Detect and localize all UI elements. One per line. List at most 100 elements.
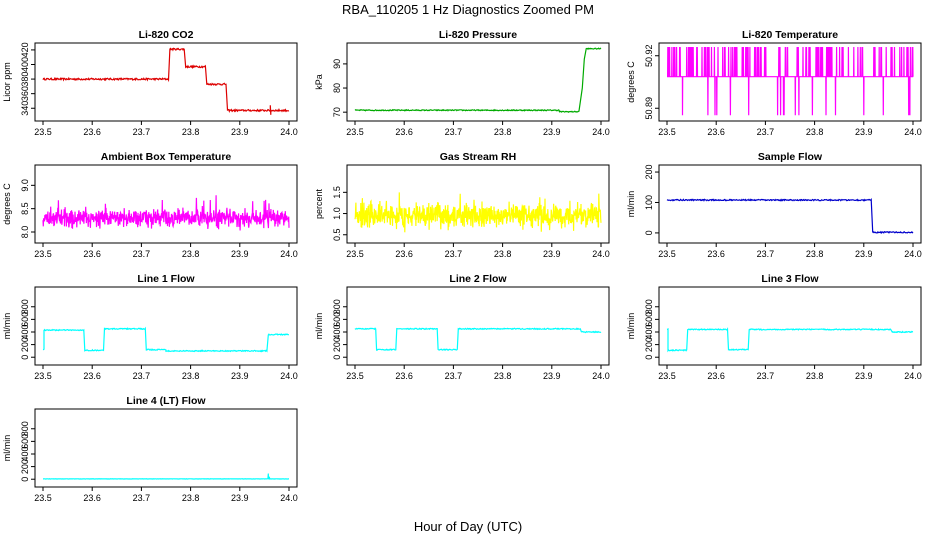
y-axis-label: ml/min <box>2 435 12 462</box>
chart-panel: Sample Flow 23.5 23.6 23.7 23.8 23.9 24.0 0 100 2… <box>626 151 922 259</box>
panel-title: Ambient Box Temperature <box>101 151 232 163</box>
x-tick-label: 24.0 <box>592 249 610 259</box>
x-tick-label: 23.9 <box>855 371 873 381</box>
y-axis-label: degrees C <box>626 61 636 103</box>
chart-panel: Li-820 Temperature 23.5 23.6 23.7 23.8 23.9 24… <box>626 29 922 137</box>
x-tick-label: 23.6 <box>707 127 725 137</box>
y-tick-label: 400 <box>332 324 342 339</box>
plot-frame <box>346 42 610 122</box>
x-tick-label: 24.0 <box>592 371 610 381</box>
series-line <box>354 192 602 233</box>
chart-panel: Ambient Box Temperature 23.5 23.6 23.7 23.8 2… <box>2 151 298 259</box>
series-line <box>354 47 602 114</box>
y-tick-label: 8.5 <box>20 202 30 215</box>
plot-frame <box>658 164 922 244</box>
y-tick-label: 200 <box>644 165 654 180</box>
y-tick-label: 1.0 <box>332 207 342 220</box>
x-tick-label: 23.7 <box>445 371 463 381</box>
x-tick-label: 23.8 <box>182 127 200 137</box>
series-line <box>666 197 914 235</box>
plot-frame <box>34 42 298 122</box>
y-tick-label: 800 <box>20 299 30 314</box>
y-tick-label: 380 <box>20 72 30 87</box>
y-tick-label: 0 <box>644 355 654 360</box>
x-tick-label: 23.5 <box>658 249 676 259</box>
y-axis-label: Licor ppm <box>2 62 12 102</box>
x-tick-label: 23.9 <box>543 249 561 259</box>
x-tick-label: 23.5 <box>34 249 52 259</box>
x-tick-label: 23.6 <box>395 127 413 137</box>
series-line <box>43 473 289 480</box>
x-tick-label: 23.6 <box>395 249 413 259</box>
y-tick-label: 8.0 <box>20 226 30 239</box>
y-tick-label: 70 <box>332 107 342 117</box>
y-axis-label: ml/min <box>626 191 636 218</box>
panel-title: Li-820 CO2 <box>139 29 194 41</box>
y-axis-label: ml/min <box>626 313 636 340</box>
x-tick-label: 23.8 <box>182 249 200 259</box>
series-line <box>667 46 914 116</box>
y-tick-label: 400 <box>20 446 30 461</box>
y-tick-label: 80 <box>332 83 342 93</box>
y-tick-label: 600 <box>20 434 30 449</box>
x-tick-label: 23.6 <box>83 249 101 259</box>
x-tick-label: 23.8 <box>182 493 200 503</box>
y-tick-label: 100 <box>644 195 654 210</box>
figure-xlabel: Hour of Day (UTC) <box>414 519 522 534</box>
chart-panel: Line 2 Flow 23.5 23.6 23.7 23.8 23.9 24.0 0 2004… <box>314 273 610 381</box>
x-tick-label: 23.8 <box>182 371 200 381</box>
series-line <box>666 327 914 353</box>
series-line <box>42 326 289 353</box>
plot-frame <box>658 286 922 366</box>
x-tick-label: 23.5 <box>658 371 676 381</box>
y-tick-label: 600 <box>20 312 30 327</box>
series-line <box>42 47 290 115</box>
x-tick-label: 23.7 <box>445 127 463 137</box>
x-tick-label: 23.9 <box>231 493 249 503</box>
plot-frame <box>346 286 610 366</box>
x-tick-label: 23.6 <box>707 371 725 381</box>
panel-title: Gas Stream RH <box>440 151 516 163</box>
x-tick-label: 23.7 <box>133 493 151 503</box>
x-tick-label: 23.8 <box>494 371 512 381</box>
x-tick-label: 23.5 <box>346 249 364 259</box>
x-tick-label: 23.8 <box>494 249 512 259</box>
x-tick-label: 24.0 <box>280 493 298 503</box>
y-tick-label: 340 <box>20 101 30 116</box>
panel-title: Li-820 Pressure <box>439 29 517 41</box>
panel-title: Line 4 (LT) Flow <box>126 395 206 407</box>
chart-panel: Gas Stream RH 23.5 23.6 23.7 23.8 23.9 24.0 0.5… <box>314 151 610 259</box>
y-tick-label: 200 <box>20 459 30 474</box>
x-tick-label: 23.7 <box>133 127 151 137</box>
y-axis-label: kPa <box>314 74 324 90</box>
y-tick-label: 800 <box>332 299 342 314</box>
x-tick-label: 23.6 <box>83 127 101 137</box>
plot-frame <box>658 42 922 122</box>
x-tick-label: 24.0 <box>904 127 922 137</box>
figure-title: RBA_110205 1 Hz Diagnostics Zoomed PM <box>342 2 594 17</box>
x-tick-label: 23.5 <box>346 127 364 137</box>
chart-panel: Line 1 Flow 23.5 23.6 23.7 23.8 23.9 24.0 0 2004… <box>2 273 298 381</box>
y-tick-label: 50.89 <box>644 97 654 120</box>
x-tick-label: 23.9 <box>231 371 249 381</box>
x-tick-label: 23.6 <box>83 493 101 503</box>
plot-frame <box>34 286 298 366</box>
y-tick-label: 600 <box>644 312 654 327</box>
x-tick-label: 23.9 <box>855 127 873 137</box>
y-axis-label: ml/min <box>2 313 12 340</box>
x-tick-label: 23.9 <box>543 371 561 381</box>
x-tick-label: 24.0 <box>904 371 922 381</box>
x-tick-label: 24.0 <box>280 127 298 137</box>
y-tick-label: 0 <box>20 355 30 360</box>
plot-frame <box>34 408 298 488</box>
y-tick-label: 400 <box>20 57 30 72</box>
y-tick-label: 200 <box>332 337 342 352</box>
x-tick-label: 23.9 <box>231 127 249 137</box>
x-tick-label: 23.5 <box>34 493 52 503</box>
x-tick-label: 23.5 <box>34 371 52 381</box>
y-tick-label: 800 <box>20 421 30 436</box>
x-tick-label: 23.7 <box>757 127 775 137</box>
panel-title: Line 3 Flow <box>761 273 819 285</box>
y-tick-label: 360 <box>20 86 30 101</box>
series-line <box>42 195 290 231</box>
